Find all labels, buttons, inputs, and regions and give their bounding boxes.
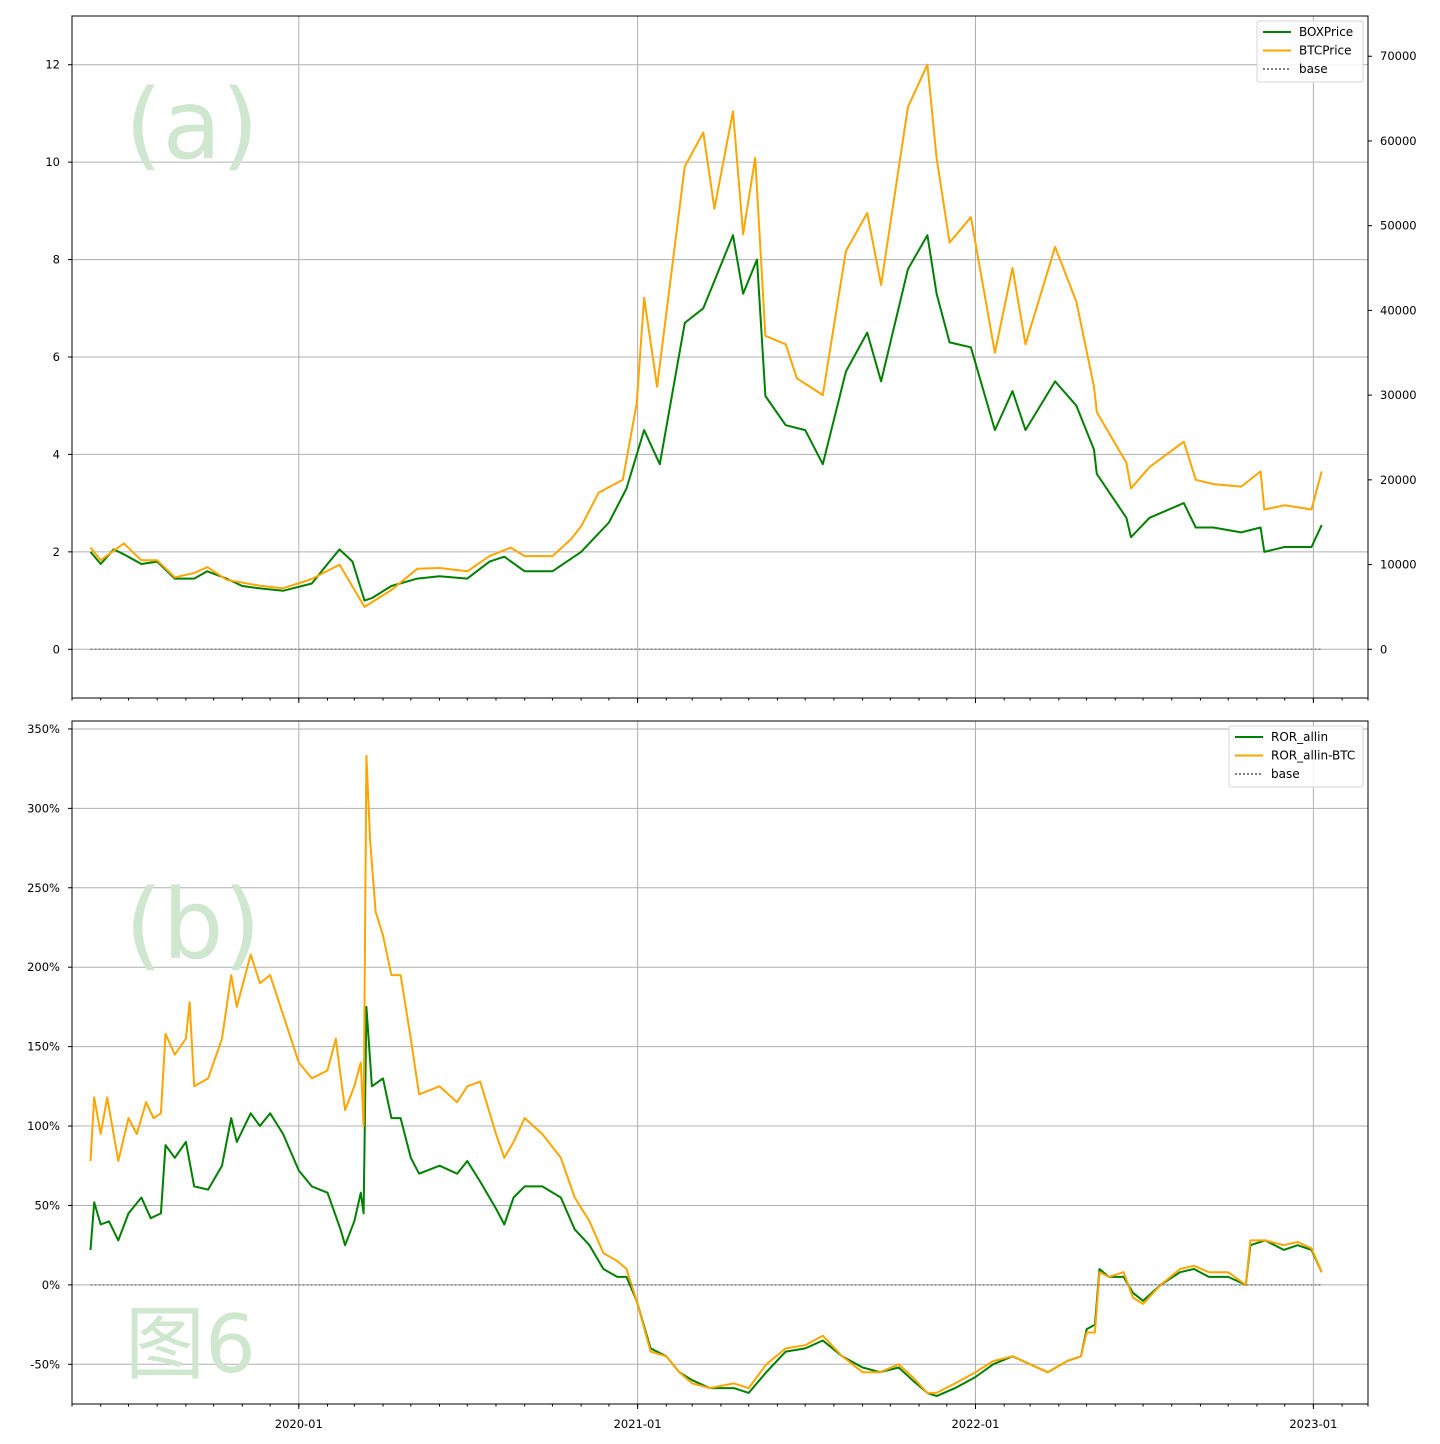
y-tick-label: 12 <box>45 58 60 72</box>
y2-tick-label: 20000 <box>1380 473 1417 487</box>
legend-label: base <box>1299 62 1328 76</box>
y-tick-label: 350% <box>27 722 60 736</box>
grid-lines <box>72 16 1368 698</box>
legend-label: ROR_allin <box>1271 730 1328 744</box>
y2-tick-label: 50000 <box>1380 219 1417 233</box>
legend-label: BTCPrice <box>1299 44 1352 58</box>
y2-tick-label: 30000 <box>1380 388 1417 402</box>
panel-b: (b) 图6 -50% 0% 50% 100% 150% 200% 250% 300% 350% 20… <box>27 720 1369 1431</box>
legend-label: base <box>1271 767 1300 781</box>
x-tick-label: 2022-01 <box>951 1417 999 1431</box>
series-line-ror-allin <box>89 1005 1323 1398</box>
y-tick-label: 0% <box>42 1278 60 1292</box>
y-tick-label: 150% <box>27 1040 60 1054</box>
y2-tick-label: 10000 <box>1380 558 1417 572</box>
legend-label: ROR_allin-BTC <box>1271 749 1355 763</box>
plot-frame <box>71 720 1369 1405</box>
y-tick-label: -50% <box>30 1357 60 1371</box>
grid-lines <box>72 721 1368 1404</box>
y-tick-label: 300% <box>27 801 60 815</box>
y-tick-label: 8 <box>53 253 60 267</box>
y-tick-label: 50% <box>34 1198 60 1212</box>
panel-a: (a) 0 2 4 6 8 10 12 0 10000 20000 30000 40000 50000 60… <box>45 15 1417 703</box>
series-line-btcprice <box>89 63 1323 608</box>
legend: BOXPrice BTCPrice base <box>1256 20 1364 83</box>
y-tick-label: 6 <box>53 350 60 364</box>
y2-tick-label: 40000 <box>1380 303 1417 317</box>
watermark-panel-a: (a) <box>125 69 259 181</box>
y2-tick-label: 0 <box>1380 642 1387 656</box>
y2-tick-label: 60000 <box>1380 134 1417 148</box>
watermark-figure-number: 图6 <box>125 1298 256 1391</box>
legend-label: BOXPrice <box>1299 25 1353 39</box>
y-tick-label: 2 <box>53 545 60 559</box>
y-tick-label: 250% <box>27 881 60 895</box>
y-tick-label: 10 <box>45 155 60 169</box>
legend-box <box>1228 725 1364 788</box>
x-tick-label: 2023-01 <box>1289 1417 1337 1431</box>
legend-box <box>1256 20 1364 83</box>
y-tick-label: 0 <box>53 642 60 656</box>
watermark-panel-b: (b) <box>125 869 261 981</box>
x-tick-label: 2021-01 <box>614 1417 662 1431</box>
y-tick-label: 4 <box>53 447 60 461</box>
series-line-boxprice <box>89 234 1323 602</box>
series-line-ror-allin-btc <box>89 754 1323 1394</box>
x-tick-label: 2020-01 <box>275 1417 323 1431</box>
y-tick-label: 200% <box>27 960 60 974</box>
y-tick-label: 100% <box>27 1119 60 1133</box>
y2-tick-label: 70000 <box>1380 49 1417 63</box>
